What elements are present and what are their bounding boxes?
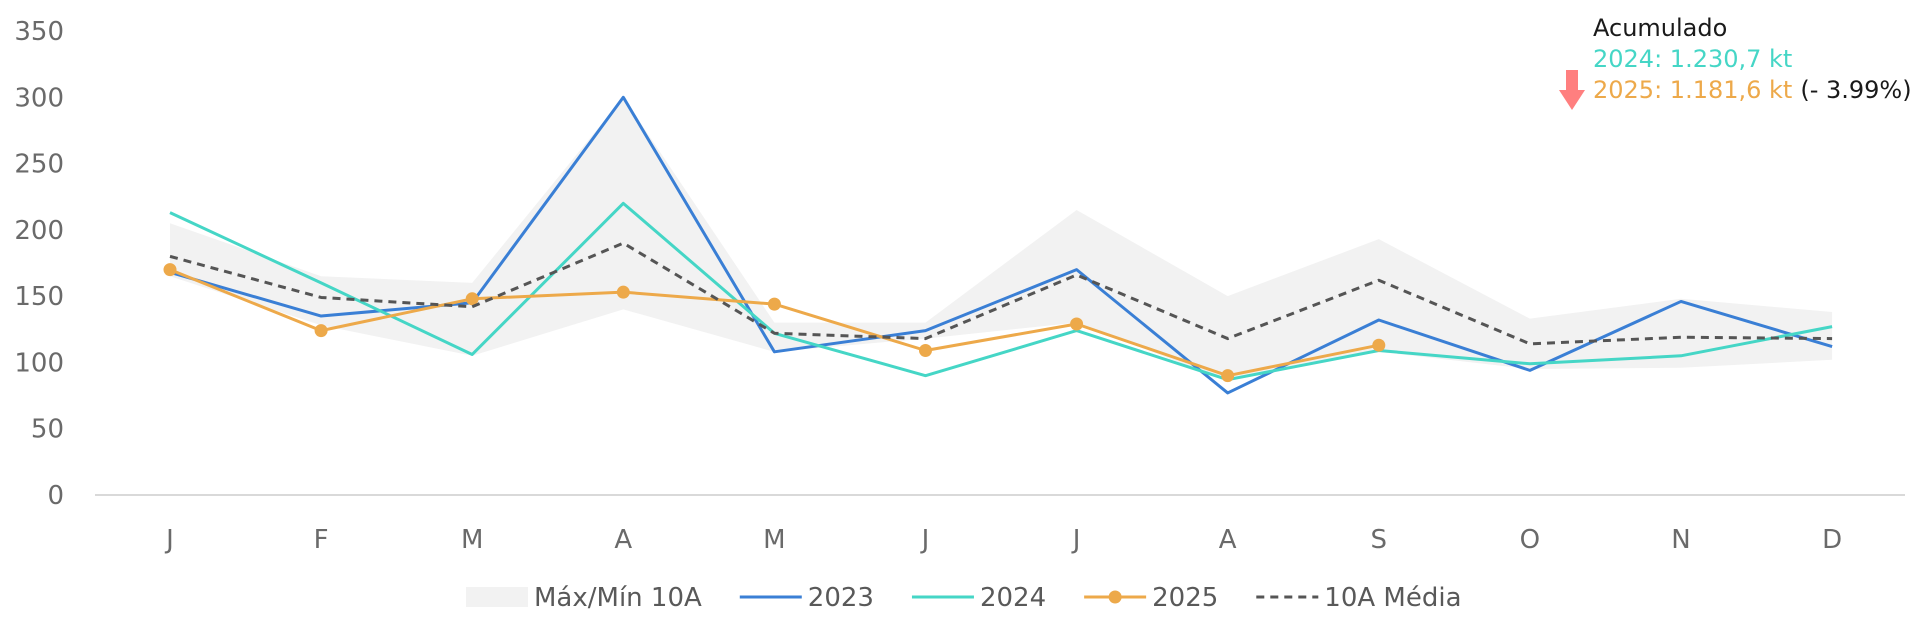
x-tick-label: M [763,525,785,555]
x-tick-label: J [1071,525,1081,555]
series-line-2024 [169,201,1833,382]
x-tick-label: J [920,525,930,555]
max-min-band-layer [170,97,1833,381]
x-tick-label: A [1219,525,1237,555]
x-tick-label: D [1822,525,1842,555]
data-point-2025 [767,297,781,311]
data-point-2025 [1221,369,1235,383]
annotation-2025-total: 2025: 1.181,6 kt [1593,76,1792,104]
y-tick-label: 300 [14,83,64,113]
accumulated-annotation: Acumulado 2024: 1.230,7 kt 2025: 1.181,6… [1559,14,1912,110]
annotation-title: Acumulado [1593,14,1727,42]
data-point-2025 [1372,338,1386,352]
legend-marker-2025 [1108,590,1122,604]
x-tick-label: A [614,525,632,555]
x-tick-label: O [1520,525,1540,555]
y-tick-label: 200 [14,216,64,246]
legend-swatch-band [466,587,528,607]
legend-label: 2023 [808,583,874,613]
annotation-2024-total: 2024: 1.230,7 kt [1593,45,1792,73]
y-tick-label: 350 [14,17,64,47]
series-layer [163,95,1833,395]
legend: Máx/Mín 10A 2023 2024 2025 10A Média [466,583,1462,613]
y-tick-label: 50 [31,415,64,445]
arrow-down-icon [1559,70,1585,110]
series-line-10a-m-dia [169,241,1833,346]
max-min-band [170,97,1833,381]
x-tick-label: S [1371,525,1388,555]
data-point-2025 [616,285,630,299]
data-point-2025 [919,343,932,357]
legend-label: 10A Média [1324,583,1461,613]
annotation-2025-line: 2025: 1.181,6 kt (- 3.99%) [1593,76,1912,104]
annotation-change: (- 3.99%) [1800,76,1911,104]
y-tick-label: 100 [14,348,64,378]
data-point-2025 [1070,317,1084,331]
data-point-2025 [465,292,479,306]
y-tick-label: 0 [47,481,64,511]
data-point-2025 [163,263,177,277]
legend-label: 2024 [980,583,1046,613]
x-tick-label: J [164,525,174,555]
y-tick-label: 150 [14,282,64,312]
legend-label: 2025 [1152,583,1218,613]
y-axis-ticks: 0 50 100 150 200 250 300 350 [14,17,64,511]
legend-label: Máx/Mín 10A [534,583,702,613]
y-tick-label: 250 [14,150,64,180]
x-tick-label: F [314,525,329,555]
x-tick-label: M [461,525,483,555]
x-tick-label: N [1671,525,1690,555]
data-point-2025 [314,324,328,338]
